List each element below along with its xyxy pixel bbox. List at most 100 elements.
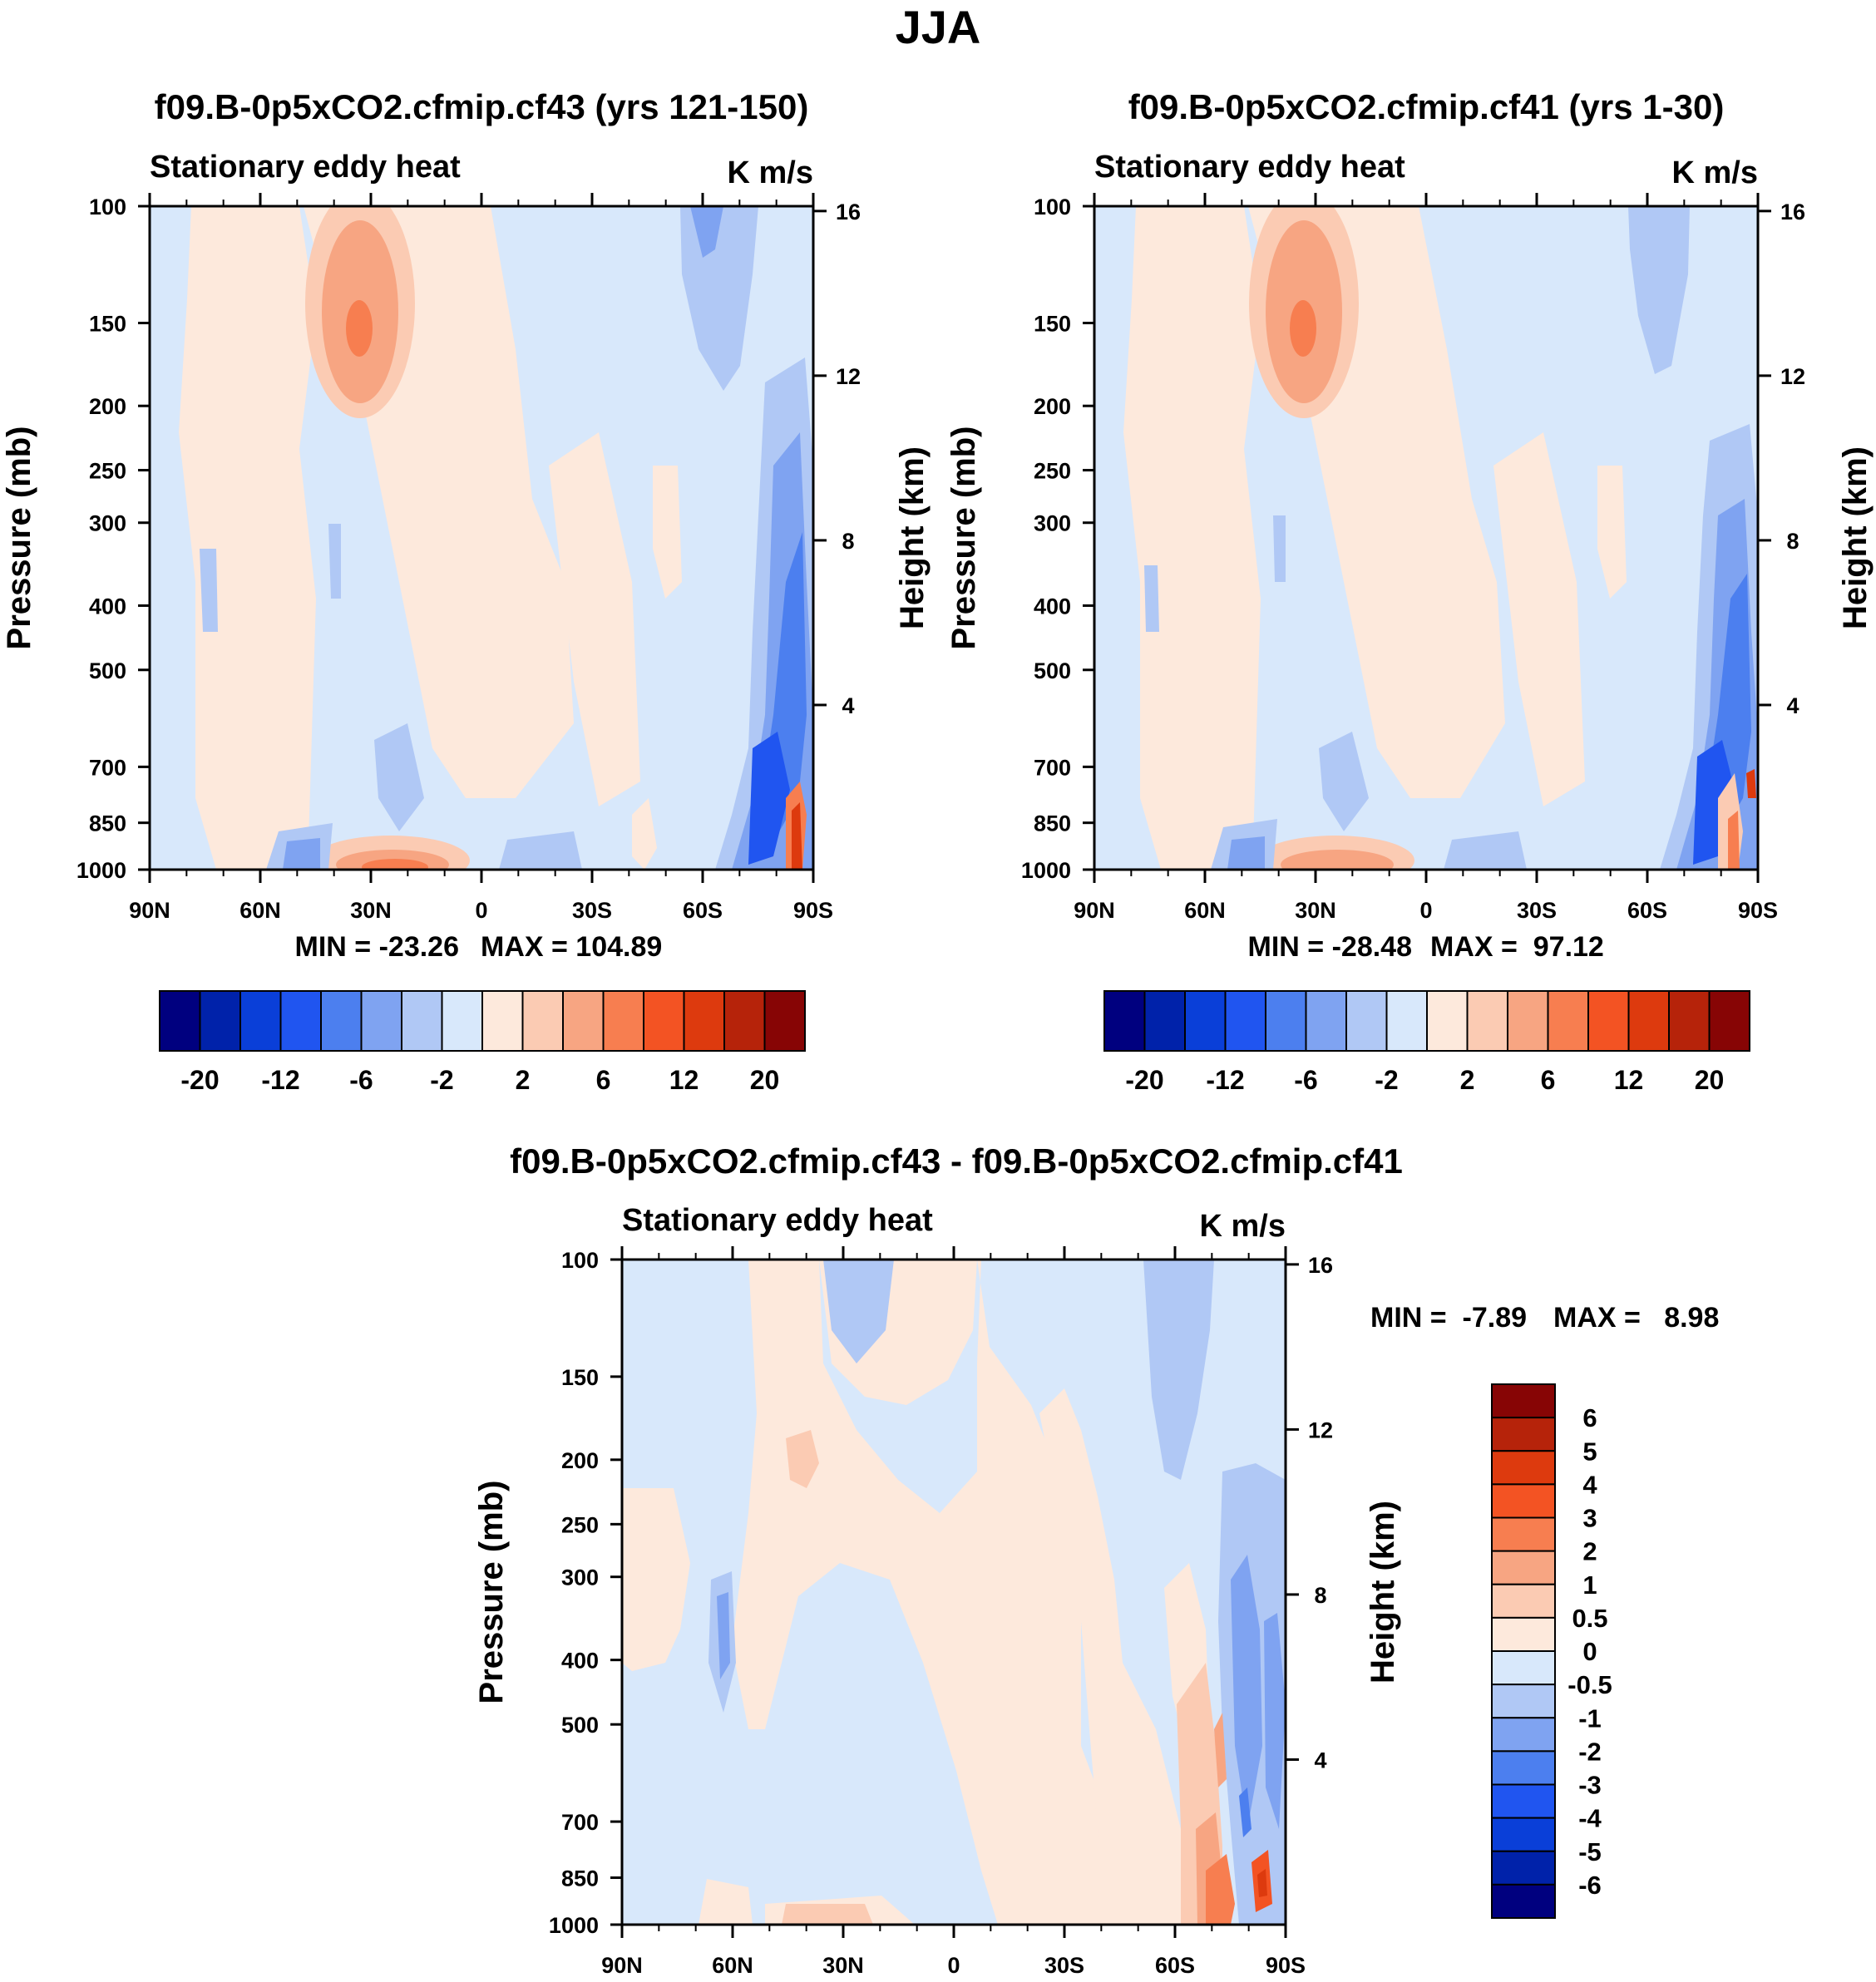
colorbar-label: 4 [1582,1470,1597,1499]
colorbar-label: -0.5 [1567,1670,1612,1699]
colorbar-label: 5 [1582,1437,1597,1466]
panel-3-field [622,1260,1286,1925]
panel-1-max-label: MAX = 104.89 [481,931,662,963]
panel-2-positive-contour [1281,850,1394,870]
pressure-tick-label: 700 [89,755,126,780]
pressure-tick-label: 100 [1034,195,1071,219]
colorbar-swatch [683,990,725,1052]
pressure-tick-label: 200 [89,394,126,419]
colorbar-label: -1 [1578,1703,1602,1733]
colorbar-label: 1 [1582,1570,1597,1600]
panel-2-ylabel-right: Height (km) [1837,446,1874,629]
colorbar-swatch [1491,1684,1556,1719]
colorbar-swatch [1627,990,1670,1052]
colorbar-label: -12 [261,1065,299,1095]
panel-3-title: f09.B-0p5xCO2.cfmip.cf43 - f09.B-0p5xCO2… [510,1141,1403,1181]
colorbar-swatch [1491,1650,1556,1686]
panel-2-positive-region [1597,466,1627,599]
panel-1-positive-contour [792,802,802,870]
colorbar-label: -6 [1578,1871,1602,1900]
colorbar-swatch [1224,990,1266,1052]
pressure-tick-label: 500 [561,1713,599,1738]
colorbar-label: 0 [1582,1637,1597,1666]
panel-1-title: f09.B-0p5xCO2.cfmip.cf43 (yrs 121-150) [155,87,809,126]
panel-2-negative-region [1628,206,1690,374]
pressure-tick-label: 1000 [1021,858,1071,883]
height-tick-label: 12 [836,364,861,389]
pressure-tick-label: 400 [561,1649,599,1674]
panel-2-positive-contour [1746,769,1756,798]
panel-2-right-string: K m/s [1672,155,1758,190]
colorbar-label: -6 [1294,1065,1317,1095]
panel-2-positive-region [1493,432,1585,806]
latitude-tick-label: 90S [1266,1953,1306,1978]
pressure-tick-label: 300 [89,511,126,536]
colorbar-swatch [360,990,402,1052]
pressure-tick-label: 1000 [549,1913,599,1938]
height-tick-label: 8 [1314,1583,1326,1608]
colorbar-swatch [1491,1583,1556,1619]
latitude-tick-label: 0 [475,898,487,923]
panel-3-positive-region [1039,1388,1197,1925]
panel-3-positive-contour [1257,1869,1267,1897]
colorbar-swatch [1143,990,1186,1052]
panel-1-negative-region [283,838,320,870]
panel-2-negative-region [1693,740,1735,865]
latitude-tick-label: 60S [1627,898,1667,923]
pressure-tick-label: 250 [89,459,126,484]
panel-1-ylabel: Pressure (mb) [1,426,37,650]
colorbar-swatch [763,990,806,1052]
panel-1-negative-region [680,206,758,391]
pressure-tick-label: 200 [561,1448,599,1473]
height-tick-label: 4 [1786,693,1799,718]
height-tick-label: 16 [1308,1253,1333,1278]
panel-3-negative-region [1231,1555,1262,1829]
colorbar-swatch [481,990,524,1052]
panel-3-ylabel-right: Height (km) [1365,1501,1401,1684]
colorbar-label: -3 [1578,1771,1602,1800]
colorbar-swatch [723,990,766,1052]
height-tick-label: 12 [1780,364,1805,389]
panel-1-negative-region [200,549,218,632]
panel-3-negative-region [717,1592,730,1679]
colorbar-swatch [1491,1717,1556,1753]
panel-1: f09.B-0p5xCO2.cfmip.cf43 (yrs 121-150) S… [1,87,931,1095]
pressure-tick-label: 250 [561,1512,599,1537]
pressure-tick-label: 700 [561,1810,599,1835]
colorbar-swatch [1507,990,1549,1052]
panel-3-max-label: MAX = 8.98 [1553,1302,1719,1334]
latitude-tick-label: 30S [1517,898,1557,923]
panel-3-negative-region [1239,1787,1251,1837]
latitude-tick-label: 90S [1738,898,1778,923]
panel-3-positive-contour [1214,1713,1227,1787]
panel-3-negative-region [823,1260,894,1363]
latitude-tick-label: 0 [947,1953,960,1978]
colorbar-swatch [320,990,363,1052]
colorbar-swatch [1547,990,1589,1052]
latitude-tick-label: 30N [822,1953,864,1978]
panel-3-positive-contour [1206,1854,1235,1925]
colorbar-swatch [602,990,644,1052]
latitude-tick-label: 90N [1074,898,1115,923]
panel-3: f09.B-0p5xCO2.cfmip.cf43 - f09.B-0p5xCO2… [473,1141,1719,1978]
colorbar-swatch [1385,990,1428,1052]
colorbar-swatch [1491,1417,1556,1452]
colorbar-label: 2 [1582,1537,1597,1566]
panel-2-negative-region [1273,515,1286,582]
colorbar-label: 0.5 [1572,1604,1607,1633]
colorbar-label: -20 [1125,1065,1163,1095]
colorbar-swatch [1265,990,1307,1052]
colorbar-swatch [1491,1750,1556,1786]
colorbar-swatch [562,990,605,1052]
panel-3-positive-contour [786,1430,819,1488]
colorbar-label: 20 [750,1065,780,1095]
pressure-tick-label: 150 [561,1365,599,1390]
panel-3-positive-region [699,1879,753,1925]
panel-2-positive-contour [1728,811,1740,870]
panel-1-ylabel-right: Height (km) [894,446,931,629]
colorbar-label: 6 [1541,1065,1556,1095]
pressure-tick-label: 850 [1034,811,1071,836]
colorbar-label: -4 [1578,1804,1602,1833]
colorbar-swatch [441,990,483,1052]
